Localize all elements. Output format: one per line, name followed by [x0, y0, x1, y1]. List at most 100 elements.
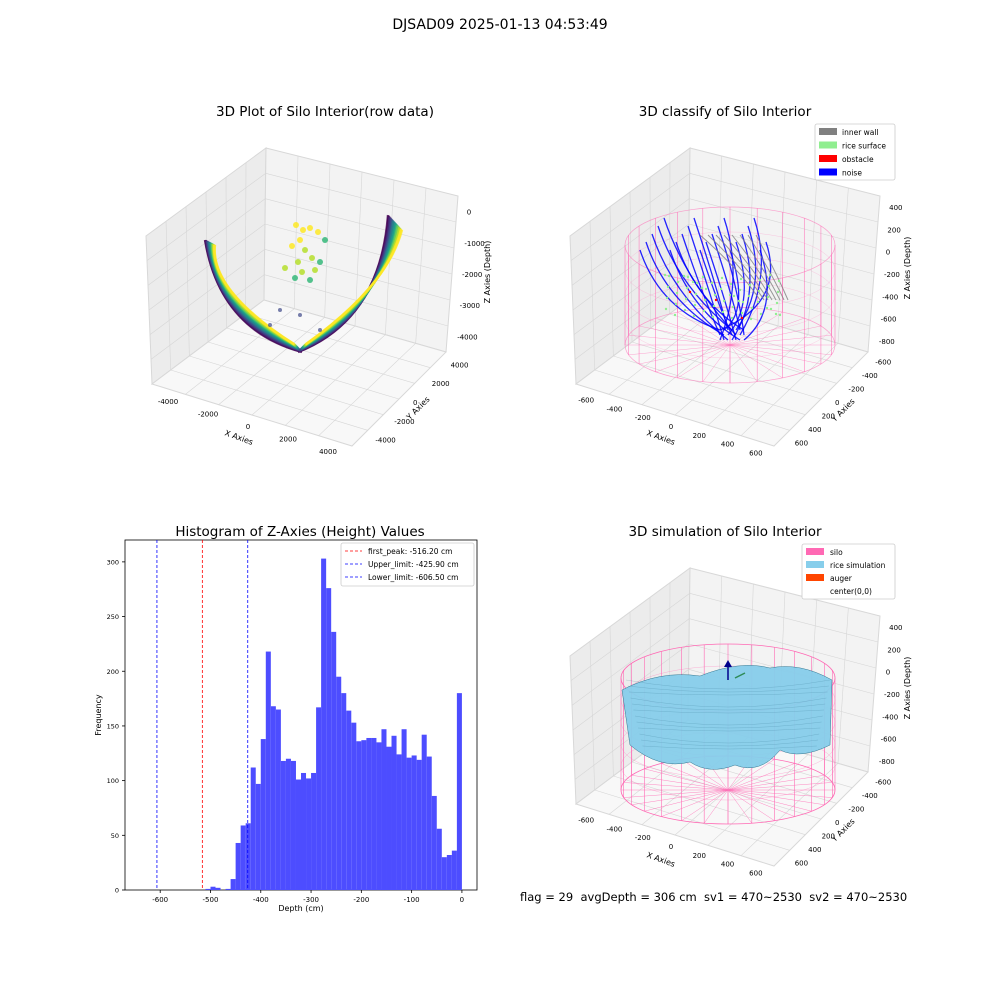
plot1-grid	[251, 325, 356, 416]
plot2-z-tick-label: -600	[881, 316, 897, 324]
plot2-rice-surface-point	[675, 291, 679, 295]
plot2-y-tick-label: -200	[848, 386, 864, 394]
plot2-x-tick-label: 200	[693, 432, 706, 440]
plot3-x-tick-label: -200	[353, 896, 369, 904]
plot2-rice-surface-point	[765, 306, 769, 310]
plot4-left-pane	[569, 567, 691, 805]
plot2-inner-wall-trace	[715, 234, 769, 301]
plot2-rice-surface-point	[739, 277, 743, 281]
plot2-inner-wall-trace	[699, 234, 761, 301]
plot1-grid	[324, 163, 331, 318]
plot2-noise-trace	[735, 225, 757, 331]
plot1-data-point	[299, 269, 305, 275]
plot4-grid	[613, 775, 806, 835]
plot4-grid	[574, 694, 689, 780]
plot1-left-pane	[145, 147, 267, 385]
plot2-grid	[589, 221, 595, 371]
plot1-grid	[185, 206, 190, 357]
plot4-grid	[571, 618, 690, 706]
plot1-data-arc-right	[298, 217, 392, 352]
plot2-rice-surface-point	[775, 301, 779, 305]
plot2-grid	[573, 249, 689, 335]
plot1-data-point	[295, 259, 301, 265]
plot1-data-point	[302, 247, 308, 253]
plot2-grid	[574, 274, 689, 360]
plot3-x-tick-label: -500	[203, 896, 219, 904]
plot4-grid	[777, 591, 786, 747]
plot4-y-tick-label: -400	[862, 792, 878, 800]
plot3-y-tick-label: 250	[107, 613, 119, 621]
plot2-silo-wire	[702, 344, 731, 382]
plot2-noise-trace	[681, 233, 721, 336]
plot2-legend-swatch	[819, 155, 837, 162]
plot1-grid	[147, 198, 266, 286]
plot2-rice-surface-point	[759, 312, 763, 316]
plot1-grid	[185, 308, 295, 395]
plot2-noise-trace	[663, 217, 737, 336]
plot4-silo-wire	[727, 759, 775, 791]
plot2-rice-surface-point	[731, 305, 735, 309]
plot2-x-tick-label: -600	[578, 396, 594, 404]
plot4-silo-wire	[727, 768, 812, 791]
plot1-data-point	[268, 323, 272, 327]
plot2-rice-surface-point	[730, 316, 734, 320]
plot2-grid	[688, 223, 875, 275]
plot2-grid	[688, 249, 873, 301]
plot1-data-point	[278, 308, 282, 312]
plot1-data-arc-right	[298, 217, 392, 352]
plot3-x-tick-label: -100	[404, 896, 420, 904]
histogram-bar	[391, 735, 397, 890]
plot4-z-tick-label: 0	[886, 669, 890, 677]
plot3-y-tick-label: 50	[111, 832, 119, 840]
histogram-bar	[456, 693, 462, 890]
plot1-data-arc-right	[297, 214, 390, 354]
plot1-data-arc-left	[211, 243, 297, 348]
rice-simulation-mesh	[633, 709, 825, 714]
plot4-y-tick-label: -600	[875, 779, 891, 787]
plot2-rice-surface-point	[665, 296, 669, 300]
plot2-grid	[688, 274, 871, 327]
plot2-legend-label: rice surface	[842, 142, 886, 151]
plot1-data-arc-left	[205, 240, 302, 352]
plot1-data-arc-right	[303, 225, 400, 348]
plot4-grid	[747, 583, 754, 738]
plot2-rice-surface-point	[720, 276, 724, 280]
plot1-z-axis-label: Z Axies (Depth)	[483, 241, 492, 304]
plot4-grid	[669, 582, 671, 735]
plot4-silo-wire	[727, 789, 833, 798]
plot4-grid	[572, 643, 690, 731]
plot3-x-axis-label: Depth (cm)	[278, 904, 323, 913]
plot2-silo-wire	[729, 311, 783, 346]
plot4-floor-pane	[574, 719, 869, 867]
plot2-noise-trace	[723, 249, 740, 331]
histogram-bar	[235, 842, 241, 890]
plot1-data-arc-left	[209, 242, 299, 349]
plot1-data-arc-right	[304, 228, 402, 346]
plot1-grid	[149, 249, 265, 335]
plot2-silo-wire	[639, 344, 731, 365]
plot2-silo-wire	[729, 344, 758, 382]
plot4-silo-wire	[727, 789, 795, 817]
plot2-noise-trace	[687, 225, 725, 341]
plot4-silo-wire	[681, 759, 729, 791]
histogram-bar	[341, 693, 347, 890]
plot4-legend-swatch	[806, 574, 824, 581]
plot1-title: 3D Plot of Silo Interior(row data)	[216, 104, 434, 120]
plot2-rice-surface-point	[695, 281, 699, 285]
plot1-data-point	[307, 277, 313, 283]
histogram-bar	[401, 729, 407, 890]
plot1-data-arc-left	[210, 243, 298, 349]
plot2-silo-wire	[729, 344, 832, 355]
plot2-grid	[689, 198, 877, 249]
plot4-silo-wire	[727, 789, 812, 812]
plot4-silo-wire	[704, 756, 729, 791]
plot1-grid	[225, 177, 227, 329]
plot2-rice-surface-point	[777, 279, 781, 283]
plot2-noise-trace	[705, 241, 737, 341]
plot2-noise-trace	[699, 249, 733, 336]
plot2-grid	[629, 191, 633, 343]
plot2-grid	[572, 223, 690, 311]
plot4-x-tick-label: 600	[749, 870, 762, 878]
plot2-rice-surface-point	[722, 299, 726, 303]
plot1-data-point	[292, 275, 298, 281]
